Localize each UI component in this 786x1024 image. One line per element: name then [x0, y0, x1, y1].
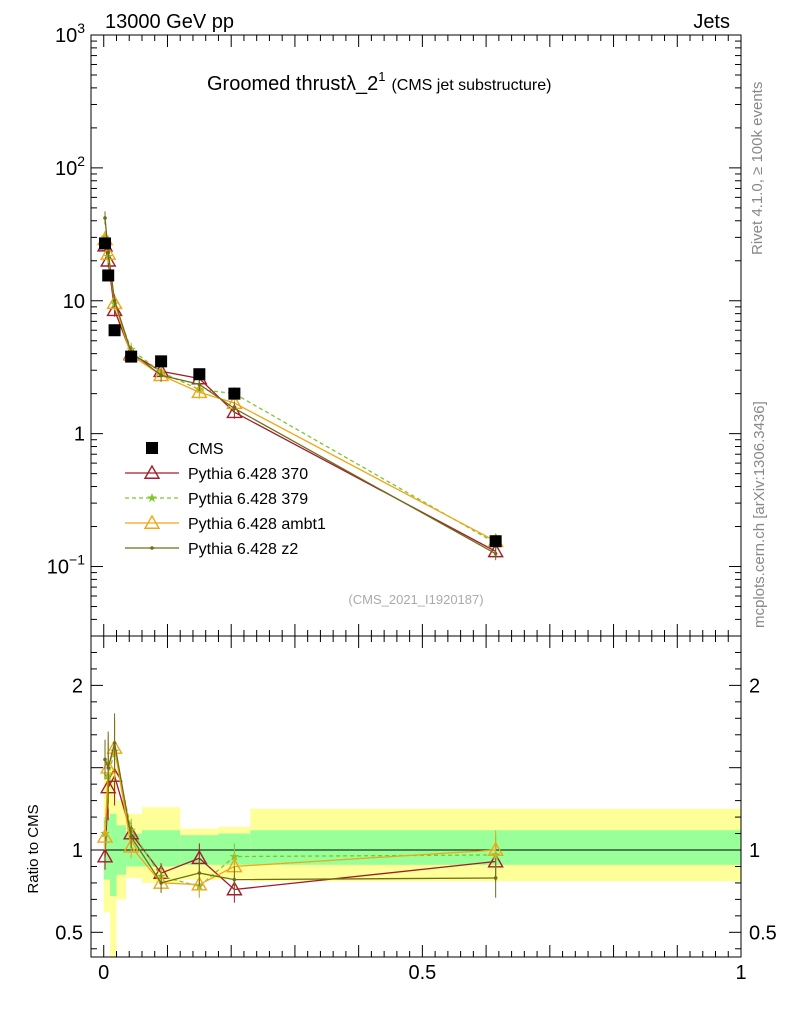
legend-marker	[143, 514, 161, 529]
ratio-point-pythia-6-428-370	[96, 848, 114, 863]
ratio-ytick-label-right: 1	[749, 840, 760, 862]
ratio-band-green	[141, 830, 181, 867]
ratio-point-pythia-6-428-z2	[232, 877, 237, 882]
ratio-point-pythia-6-428-370	[226, 881, 243, 896]
side-label-mcplots: mcplots.cern.ch [arXiv:1306.3436]	[751, 401, 768, 628]
ratio-line-pythia-6-428-z2	[104, 742, 496, 884]
point-cms	[193, 368, 206, 381]
ratio-line-pythia-6-428-379	[104, 751, 496, 887]
legend-marker	[150, 546, 154, 550]
point-cms	[228, 387, 241, 400]
legend-marker	[147, 493, 157, 503]
point-cms	[102, 269, 115, 282]
point-pythia-6-428-ambt1	[106, 294, 123, 310]
point-pythia-6-428-z2	[159, 373, 163, 378]
point-cms	[125, 350, 138, 363]
ratio-ytick-label: 1	[72, 840, 83, 862]
ratio-point-pythia-6-428-z2	[493, 876, 498, 880]
main-ytick-label: 10−1	[47, 552, 85, 579]
header-left: 13000 GeV pp	[105, 11, 234, 33]
point-cms	[489, 535, 502, 548]
title-sub: (CMS jet substructure)	[391, 77, 551, 94]
header-right: Jets	[693, 11, 730, 33]
ratio-point-pythia-6-428-z2	[103, 757, 107, 762]
ratio-ytick-label-right: 0.5	[749, 922, 777, 944]
point-pythia-6-428-370	[226, 403, 243, 419]
point-pythia-6-428-z2	[493, 551, 498, 556]
line-pythia-6-428-z2	[104, 217, 496, 555]
legend-label: Pythia 6.428 379	[188, 491, 308, 508]
ratio-point-pythia-6-428-ambt1	[96, 828, 114, 843]
ratio-ytick-label: 2	[72, 675, 83, 697]
point-pythia-6-428-z2	[106, 250, 111, 255]
ratio-xtick-label: 0.5	[408, 962, 436, 984]
side-label-rivet: Rivet 4.1.0, ≥ 100k events	[749, 82, 766, 255]
title-main: Groomed thrust	[207, 73, 346, 95]
point-pythia-6-428-z2	[103, 216, 107, 220]
ratio-xtick-label: 1	[735, 962, 746, 984]
main-ytick-label: 102	[55, 153, 85, 180]
ratio-ylabel: Ratio to CMS	[25, 804, 42, 893]
ratio-frame	[90, 635, 742, 958]
legend-marker-cms	[146, 442, 158, 454]
point-pythia-6-428-z2	[197, 382, 202, 387]
legend: CMS Pythia 6.428 370 Pythia 6.428 379 Pythi…	[125, 441, 326, 558]
point-pythia-6-428-ambt1	[191, 383, 208, 399]
legend-label: CMS	[188, 441, 224, 458]
main-panel: 10−1 1 10 102 103	[47, 20, 742, 637]
ratio-band-green	[110, 813, 117, 897]
ratio-point-pythia-6-428-ambt1	[122, 838, 140, 853]
ratio-point-pythia-6-428-z2	[129, 835, 133, 839]
legend-marker	[143, 464, 161, 479]
ratio-point-pythia-6-428-z2	[159, 881, 163, 885]
ratio-point-pythia-6-428-z2	[197, 871, 202, 875]
legend-label: Pythia 6.428 370	[188, 466, 308, 483]
chart-title: Groomed thrustλ_21 (CMS jet substructure)	[207, 69, 551, 95]
ratio-point-pythia-6-428-z2	[106, 765, 111, 770]
title-symbol: λ_2	[346, 73, 378, 95]
ratio-ytick-label: 0.5	[55, 922, 83, 944]
analysis-label: (CMS_2021_I1920187)	[348, 592, 483, 607]
ratio-point-pythia-6-428-z2	[112, 741, 117, 745]
point-pythia-6-428-370	[106, 301, 123, 317]
ratio-xtick-label: 0	[98, 962, 109, 984]
main-ytick-label: 10	[63, 291, 85, 313]
ratio-panel: 0 0.5 10.5 0.51 12 2	[55, 635, 777, 984]
legend-label: Pythia 6.428 ambt1	[188, 516, 326, 533]
point-pythia-6-428-z2	[112, 298, 117, 303]
ratio-point-pythia-6-428-ambt1	[487, 841, 504, 856]
ratio-band-green	[103, 817, 111, 880]
main-ytick-label: 1	[74, 424, 85, 446]
main-ytick-label: 103	[55, 20, 85, 47]
point-cms	[108, 324, 121, 337]
legend-label: Pythia 6.428 z2	[188, 541, 298, 558]
ratio-ytick-label-right: 2	[749, 675, 760, 697]
point-cms	[155, 355, 168, 368]
point-cms	[99, 237, 112, 250]
title-sup: 1	[378, 69, 385, 84]
point-pythia-6-428-z2	[232, 406, 237, 411]
ratio-point-pythia-6-428-ambt1	[191, 876, 208, 891]
